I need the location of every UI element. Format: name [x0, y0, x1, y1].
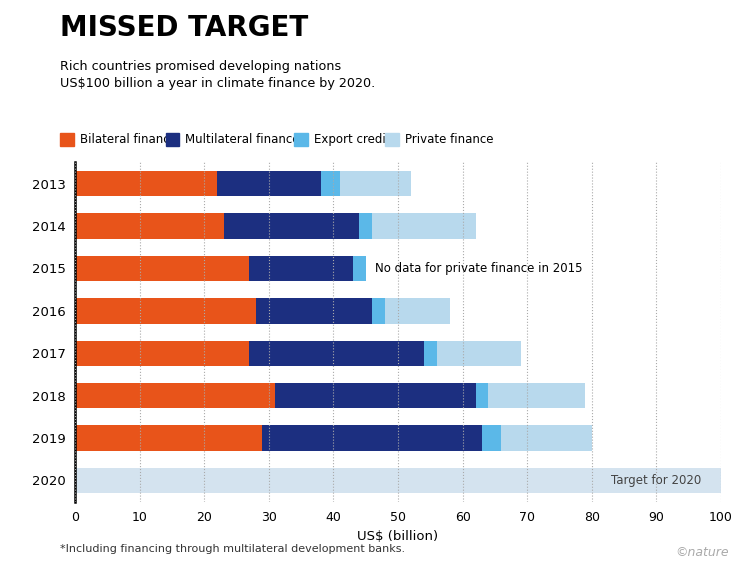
X-axis label: US$ (billion): US$ (billion): [357, 530, 439, 543]
Bar: [424, 340, 437, 366]
Bar: [75, 171, 217, 196]
Bar: [249, 340, 424, 366]
Bar: [75, 298, 256, 324]
Text: Bilateral finance: Bilateral finance: [80, 133, 176, 146]
Bar: [276, 383, 475, 408]
Bar: [321, 171, 340, 196]
Bar: [488, 383, 585, 408]
Bar: [340, 171, 411, 196]
Bar: [353, 256, 366, 281]
Bar: [262, 425, 482, 451]
Text: Export credits: Export credits: [314, 133, 397, 146]
Bar: [385, 298, 450, 324]
Text: No data for private finance in 2015: No data for private finance in 2015: [376, 262, 583, 275]
Bar: [75, 467, 721, 493]
Bar: [249, 256, 353, 281]
Bar: [502, 425, 592, 451]
Bar: [224, 213, 359, 239]
Text: ©nature: ©nature: [675, 545, 728, 559]
Text: Private finance: Private finance: [405, 133, 493, 146]
Bar: [359, 213, 372, 239]
Text: *Including financing through multilateral development banks.: *Including financing through multilatera…: [60, 544, 406, 554]
Bar: [256, 298, 372, 324]
Bar: [372, 213, 475, 239]
Bar: [75, 340, 249, 366]
Bar: [217, 171, 321, 196]
Text: Rich countries promised developing nations
US$100 billion a year in climate fina: Rich countries promised developing natio…: [60, 60, 376, 90]
Bar: [437, 340, 520, 366]
Text: Target for 2020: Target for 2020: [611, 474, 701, 487]
Text: MISSED TARGET: MISSED TARGET: [60, 14, 309, 42]
Bar: [475, 383, 488, 408]
Bar: [75, 256, 249, 281]
Bar: [75, 425, 262, 451]
Bar: [75, 383, 276, 408]
Bar: [75, 213, 224, 239]
Bar: [372, 298, 385, 324]
Text: Multilateral finance*: Multilateral finance*: [185, 133, 306, 146]
Bar: [482, 425, 502, 451]
